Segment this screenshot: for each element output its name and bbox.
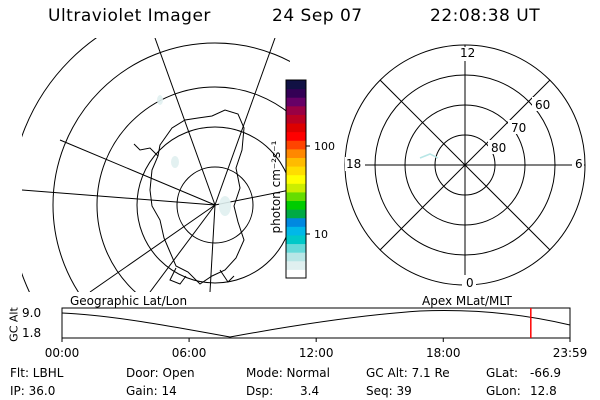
lat-circle (176, 166, 254, 244)
seq-readout: Seq: 39 (366, 384, 412, 398)
colorbar-segment (286, 105, 306, 115)
observation-date: 24 Sep 07 (272, 6, 363, 26)
mlat-label-80: 80 (491, 141, 507, 155)
colorbar-segment (286, 269, 306, 279)
mlt-label-0: 0 (466, 276, 474, 290)
gc-alt-readout: GC Alt: 7.1 Re (366, 366, 450, 380)
colorbar-segment (286, 157, 306, 167)
colorbar-segment (286, 88, 306, 98)
colorbar-segment (286, 252, 306, 262)
mode-readout: Mode: Normal (246, 366, 330, 380)
colorbar-segment (286, 148, 306, 158)
meridian (59, 139, 216, 206)
mlat-label-70: 70 (511, 121, 527, 135)
orbit-y-top: 9.0 (22, 306, 42, 320)
colorbar-segment (286, 131, 306, 141)
x-tick-label: 23:59 (552, 346, 588, 360)
observation-time: 22:08:38 UT (430, 6, 541, 26)
colorbar-segment (286, 200, 306, 210)
mlat-label-60: 60 (535, 98, 551, 112)
lat-circle (136, 126, 290, 284)
mlt-label-12: 12 (460, 46, 476, 60)
x-tick-label: 12:00 (298, 346, 334, 360)
colorbar-segment (286, 80, 306, 90)
colorbar-segment (286, 191, 306, 202)
colorbar (285, 79, 310, 279)
colorbar-segment (286, 209, 306, 219)
meridian (22, 189, 216, 206)
ip-readout: IP: 36.0 (10, 384, 56, 398)
colorbar-segment (286, 183, 306, 193)
x-tick-label: 18:00 (425, 346, 461, 360)
colorbar-segment (286, 260, 306, 270)
door-readout: Door: Open (126, 366, 195, 380)
glon-label: GLon: (486, 384, 521, 398)
orbit-left-label: Geographic Lat/Lon (70, 294, 188, 308)
colorbar-segment (286, 234, 306, 245)
glat-value: -66.9 (530, 366, 562, 380)
meridian (209, 204, 216, 292)
ice-fragment (169, 267, 187, 285)
glon-value: 12.8 (530, 384, 557, 398)
lat-circle (96, 86, 290, 292)
aurora-tint (171, 156, 179, 168)
meridian (154, 38, 216, 206)
colorbar-segment (286, 243, 306, 253)
mlt-label-18: 18 (346, 157, 362, 171)
peninsula-coastline (133, 143, 159, 157)
x-tick-label: 00:00 (44, 346, 80, 360)
colorbar-segment (286, 140, 306, 150)
filter-readout: Flt: LBHL (10, 366, 64, 380)
dsp-label: Dsp: (246, 384, 274, 398)
lat-circle (22, 38, 97, 292)
aurora-tint (157, 95, 163, 105)
colorbar-tick-100: 100 (314, 140, 335, 153)
colorbar-tick-10: 10 (314, 228, 328, 241)
instrument-title: Ultraviolet Imager (48, 6, 211, 26)
colorbar-segment (286, 217, 306, 227)
colorbar-segment (286, 97, 306, 107)
colorbar-segment (286, 226, 306, 236)
gain-readout: Gain: 14 (126, 384, 177, 398)
glat-label: GLat: (486, 366, 519, 380)
colorbar-segment (286, 114, 306, 124)
orbit-y-label: GC Alt (7, 307, 21, 342)
meridian (214, 38, 276, 206)
colorbar-segment (286, 166, 306, 176)
colorbar-segment (286, 123, 306, 133)
ice-fragment (219, 269, 235, 283)
orbit-y-bottom: 1.8 (22, 326, 42, 340)
aurora-tint (219, 196, 231, 216)
lat-circle (52, 42, 290, 292)
orbit-right-label: Apex MLat/MLT (422, 294, 512, 308)
meridian (149, 204, 216, 292)
dsp-value: 3.4 (300, 384, 320, 398)
colorbar-frame (285, 79, 307, 279)
x-tick-label: 06:00 (171, 346, 207, 360)
mlt-label-6: 6 (575, 157, 583, 171)
colorbar-segment (286, 174, 306, 184)
colorbar-unit-label: photon cm⁻²s⁻¹ (269, 140, 283, 234)
meridian (89, 204, 216, 292)
antarctica-coastline (149, 109, 245, 285)
